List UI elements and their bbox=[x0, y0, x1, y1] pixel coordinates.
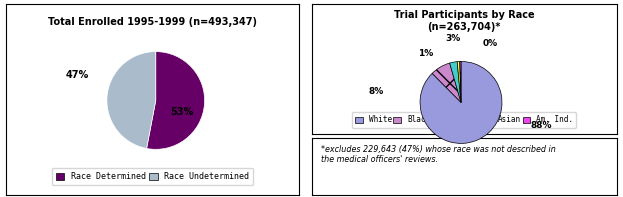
Wedge shape bbox=[432, 63, 461, 102]
Text: 1%: 1% bbox=[417, 49, 433, 58]
Legend: White, Black, Hispanic, Asian, Am. Ind.: White, Black, Hispanic, Asian, Am. Ind. bbox=[352, 112, 576, 127]
Text: 3%: 3% bbox=[445, 34, 460, 43]
Legend: Race Determined, Race Undetermined: Race Determined, Race Undetermined bbox=[52, 168, 254, 185]
Wedge shape bbox=[457, 61, 461, 102]
Text: 0%: 0% bbox=[482, 39, 497, 48]
Text: 47%: 47% bbox=[65, 71, 88, 81]
Text: 53%: 53% bbox=[171, 107, 194, 117]
Text: Total Enrolled 1995-1999 (n=493,347): Total Enrolled 1995-1999 (n=493,347) bbox=[48, 17, 257, 27]
Wedge shape bbox=[450, 62, 461, 102]
Wedge shape bbox=[420, 61, 502, 143]
Wedge shape bbox=[460, 61, 461, 102]
Text: 8%: 8% bbox=[369, 87, 384, 96]
Wedge shape bbox=[107, 52, 156, 149]
Text: *excludes 229,643 (47%) whose race was not described in
the medical officers' re: *excludes 229,643 (47%) whose race was n… bbox=[321, 145, 556, 164]
Wedge shape bbox=[146, 52, 204, 149]
Text: Trial Participants by Race
(n=263,704)*: Trial Participants by Race (n=263,704)* bbox=[394, 10, 535, 32]
Text: 88%: 88% bbox=[531, 121, 552, 130]
